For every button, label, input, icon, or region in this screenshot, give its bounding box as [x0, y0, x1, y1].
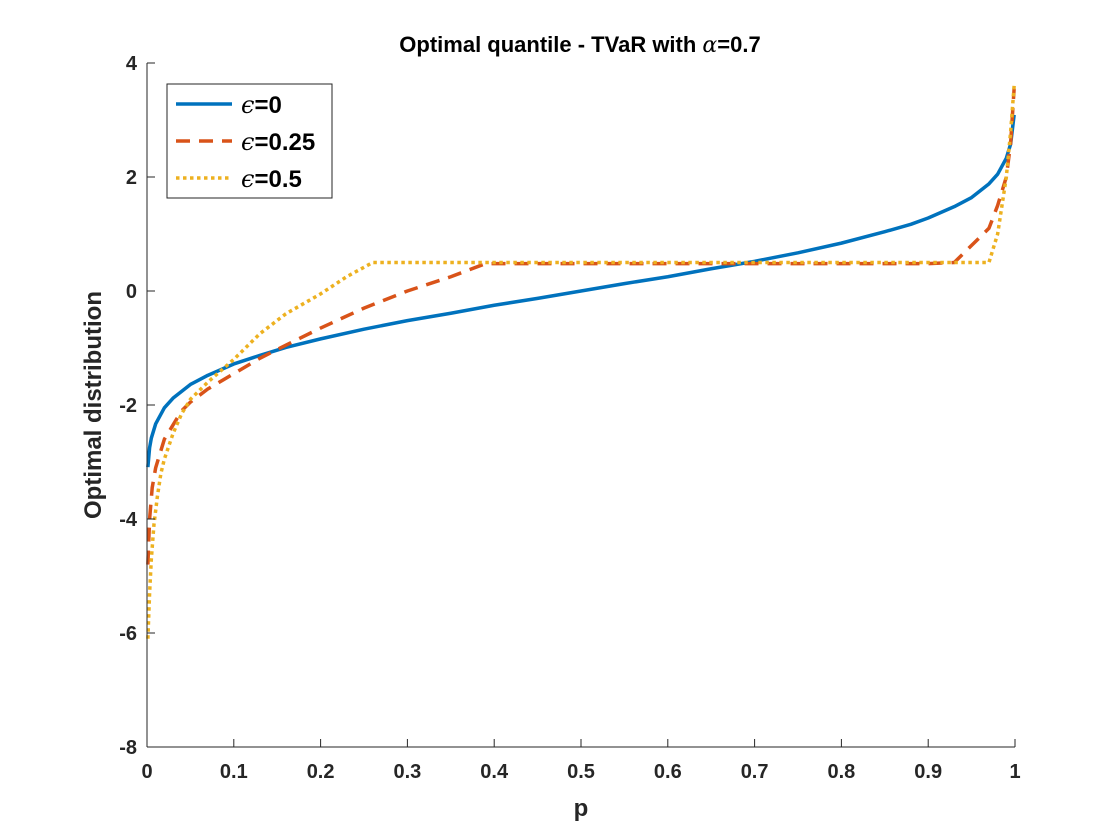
- legend-label-eps-0.5: ϵ=0.5: [241, 165, 302, 193]
- x-tick-label: 0: [141, 761, 152, 783]
- x-tick-label: 0.4: [480, 761, 509, 783]
- x-tick-label: 0.5: [567, 761, 595, 783]
- x-tick-label: 0.8: [827, 761, 855, 783]
- y-tick-label: -4: [119, 509, 138, 531]
- y-tick-label: 0: [126, 281, 137, 303]
- legend-label-eps-0: ϵ=0: [241, 91, 282, 119]
- y-axis-label: Optimal distribution: [80, 291, 107, 519]
- axes-layer: 0 0.1 0.2 0.3 0.4 0.5 0.6 0.7 0.8 0.9 1 -8 -6 -4 -2 0 2 4: [119, 53, 1020, 783]
- chart-title: Optimal quantile - TVaR with α=0.7: [399, 32, 760, 58]
- x-tick-label: 0.2: [307, 761, 335, 783]
- legend-label-eps-0.25: ϵ=0.25: [241, 128, 315, 156]
- series-line-eps-0.25: [146, 88, 1016, 565]
- y-tick-label: -8: [119, 737, 137, 759]
- series-line-eps-0: [146, 114, 1016, 468]
- y-tick-label: -6: [119, 623, 137, 645]
- x-tick-label: 0.6: [654, 761, 682, 783]
- legend: ϵ=0 ϵ=0.25 ϵ=0.5: [166, 83, 333, 199]
- series-line-eps-0.5: [146, 85, 1016, 639]
- x-tick-label: 0.3: [393, 761, 421, 783]
- x-tick-label: 0.1: [220, 761, 248, 783]
- x-axis-label: p: [574, 795, 589, 822]
- x-tick-label: 0.9: [914, 761, 942, 783]
- y-tick-label: 2: [126, 167, 137, 189]
- series-layer: [146, 85, 1016, 639]
- x-tick-label: 1: [1009, 761, 1020, 783]
- y-tick-label: -2: [119, 395, 137, 417]
- x-tick-label: 0.7: [741, 761, 769, 783]
- y-tick-label: 4: [126, 53, 138, 75]
